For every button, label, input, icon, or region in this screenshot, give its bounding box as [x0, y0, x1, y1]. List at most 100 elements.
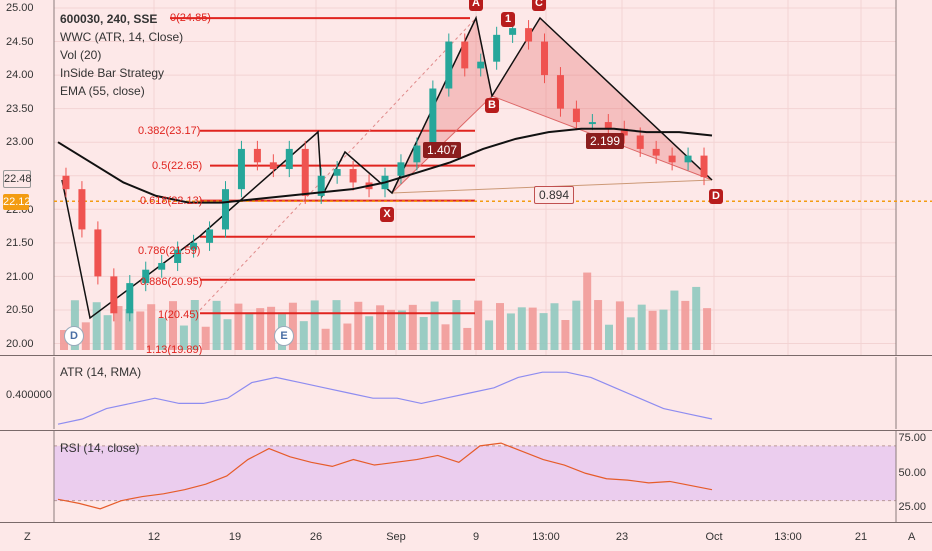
point-a: A: [469, 0, 483, 11]
last-price-tag: 22.48: [3, 170, 32, 188]
fib-label-0: 0(24.85): [170, 12, 211, 24]
time-tick: 21: [854, 531, 868, 543]
candle-body: [142, 269, 150, 284]
candle-body: [652, 148, 660, 156]
point-b: B: [485, 98, 499, 113]
volume-bar: [321, 328, 330, 350]
fib-label-0618: 0.618(22.13): [140, 195, 203, 207]
candle-body: [221, 189, 229, 230]
candle-body: [174, 249, 182, 263]
time-axis[interactable]: Z 12 19 26 Sep 9 13:00 23 Oct 13:00 21 A: [0, 522, 932, 551]
volume-bar: [387, 309, 395, 350]
volume-bar: [703, 308, 712, 350]
volume-bar: [103, 315, 112, 350]
volume-bar: [332, 300, 341, 350]
rsi-tick-50: 50.00: [898, 467, 926, 479]
pane-separator[interactable]: [0, 430, 932, 431]
ratio-label-1: 1.407: [423, 142, 462, 158]
candle-body: [684, 155, 692, 163]
candle-body: [126, 283, 134, 314]
candle-body: [285, 148, 293, 170]
volume-bar: [397, 310, 406, 350]
price-tick: 20.00: [6, 338, 34, 350]
volume-bar: [70, 300, 79, 350]
volume-bar: [670, 290, 679, 350]
time-tick: 19: [228, 531, 242, 543]
volume-bar: [659, 309, 668, 350]
time-tick: 23: [615, 531, 629, 543]
candle-body: [413, 145, 421, 163]
ema-line: [57, 127, 713, 204]
volume-bar: [256, 308, 265, 350]
volume-bar: [212, 300, 221, 350]
earnings-marker[interactable]: E: [274, 326, 294, 346]
candle-body: [620, 128, 628, 136]
atr-value-tick: 0.400000: [6, 389, 52, 401]
rsi-chart[interactable]: [0, 431, 932, 522]
auto-scale-button[interactable]: A: [908, 531, 916, 543]
wwc-legend[interactable]: WWC (ATR, 14, Close): [60, 30, 184, 44]
price-tick: 23.00: [6, 136, 34, 148]
volume-bar: [528, 307, 537, 350]
candle-body: [493, 34, 501, 62]
candle-body: [445, 41, 453, 89]
volume-bar: [267, 306, 276, 350]
candle-body: [94, 229, 102, 277]
fib-label-05: 0.5(22.65): [152, 160, 203, 172]
rsi-legend[interactable]: RSI (14, close): [60, 441, 140, 455]
vol-legend[interactable]: Vol (20): [60, 48, 102, 62]
volume-bar: [147, 304, 156, 350]
point-d: D: [709, 189, 723, 204]
level-price-tag: 22.12: [3, 194, 31, 210]
time-tick: 12: [147, 531, 161, 543]
main-price-pane[interactable]: 600030, 240, SSE WWC (ATR, 14, Close) Vo…: [0, 0, 932, 355]
volume-bar: [615, 301, 624, 350]
candle-body: [78, 189, 86, 230]
rsi-tick-75: 75.00: [898, 432, 926, 444]
candle-body: [572, 108, 580, 123]
atr-legend[interactable]: ATR (14, RMA): [60, 365, 142, 379]
volume-bar: [626, 317, 635, 350]
price-chart[interactable]: [0, 0, 932, 355]
volume-bar: [310, 300, 319, 350]
strategy-legend[interactable]: InSide Bar Strategy: [60, 66, 165, 80]
volume-bar: [692, 286, 701, 350]
candle-body: [525, 28, 533, 42]
rsi-tick-25: 25.00: [898, 501, 926, 513]
candle-body: [604, 122, 612, 129]
ema-legend[interactable]: EMA (55, close): [60, 84, 145, 98]
volume-bar: [179, 325, 188, 350]
atr-chart[interactable]: [0, 357, 932, 429]
volume-bar: [299, 321, 308, 350]
price-tick: 25.00: [6, 2, 34, 14]
symbol-label[interactable]: 600030, 240, SSE: [60, 12, 158, 26]
volume-bar: [605, 324, 613, 350]
volume-bar: [550, 303, 559, 350]
pane-separator[interactable]: [0, 355, 932, 356]
volume-bar: [125, 309, 134, 350]
volume-bar: [681, 300, 690, 350]
candle-body: [636, 135, 644, 149]
volume-bar: [343, 323, 352, 350]
point-x: X: [380, 207, 394, 222]
rsi-line: [57, 442, 713, 510]
time-tick: Sep: [386, 531, 406, 543]
rsi-pane[interactable]: RSI (14, close) 75.00 50.00 25.00: [0, 431, 932, 522]
volume-bar: [648, 310, 657, 350]
volume-bar: [572, 300, 581, 350]
volume-bar: [223, 319, 232, 350]
dividend-marker[interactable]: D: [64, 326, 84, 346]
candle-body: [429, 88, 437, 146]
pattern-triangle-xab: [391, 16, 493, 194]
volume-bar: [496, 303, 504, 350]
zoom-corner-button[interactable]: Z: [24, 531, 31, 543]
volume-bar: [158, 318, 167, 350]
volume-bar: [136, 311, 145, 350]
time-tick: 9: [472, 531, 480, 543]
candle-body: [237, 148, 245, 190]
volume-bar: [463, 327, 472, 350]
time-tick: 26: [309, 531, 323, 543]
rsi-band: [54, 445, 896, 501]
atr-pane[interactable]: ATR (14, RMA) 0.400000: [0, 357, 932, 429]
candle-body: [333, 169, 341, 176]
